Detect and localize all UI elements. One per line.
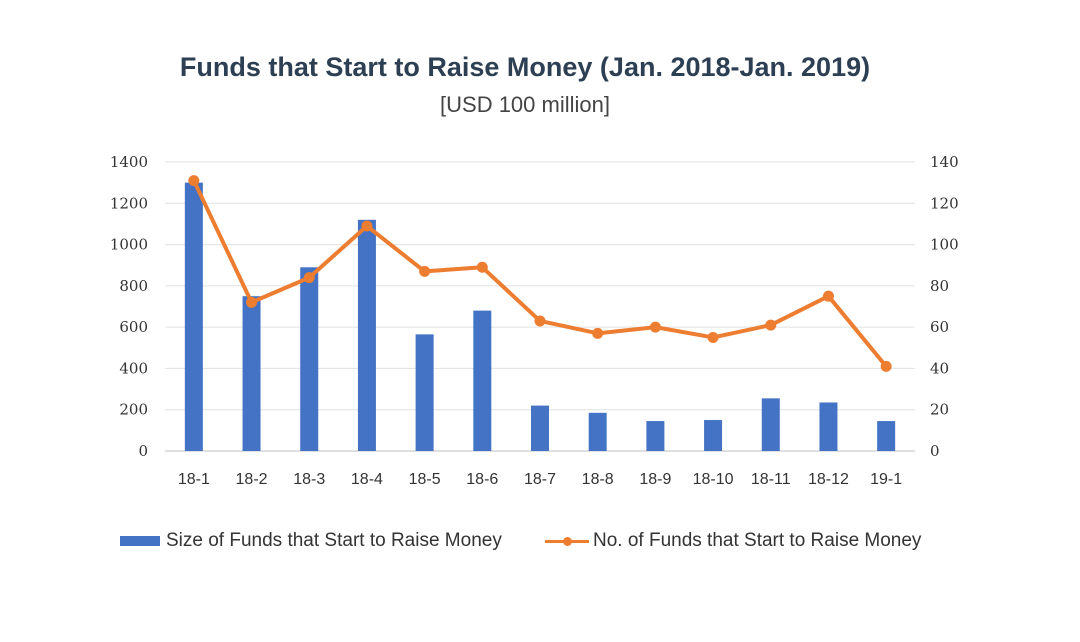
line-point	[880, 360, 892, 372]
x-tick-label: 18-1	[178, 471, 210, 488]
x-tick-label: 18-12	[808, 471, 849, 488]
x-tick-label: 18-9	[639, 471, 671, 488]
y-right-tick-label: 80	[930, 277, 949, 295]
y-right-tick-label: 120	[930, 194, 959, 212]
y-right-tick-label: 60	[930, 318, 949, 336]
bar	[646, 421, 665, 451]
y-left-tick-label: 800	[119, 277, 148, 295]
legend-label-line: No. of Funds that Start to Raise Money	[593, 530, 922, 551]
legend-item-line: No. of Funds that Start to Raise Money	[545, 530, 921, 552]
x-tick-label: 18-5	[409, 471, 441, 488]
x-tick-label: 18-6	[466, 471, 498, 488]
line-point	[361, 220, 373, 232]
y-left-tick-label: 600	[119, 318, 148, 336]
bar	[819, 402, 838, 451]
bar	[415, 334, 434, 451]
line-point	[246, 296, 258, 308]
y-right-tick-label: 0	[930, 442, 940, 460]
line-point	[303, 272, 315, 284]
chart-title: Funds that Start to Raise Money (Jan. 20…	[179, 52, 871, 82]
y-left-tick-label: 200	[119, 401, 148, 419]
legend-swatch-line	[545, 536, 589, 546]
chart-subtitle: [USD 100 million]	[440, 92, 610, 117]
x-tick-label: 18-8	[582, 471, 614, 488]
bar	[242, 296, 261, 451]
bar	[300, 267, 319, 451]
line-point	[822, 290, 834, 302]
y-right-tick-label: 20	[930, 401, 949, 419]
line-point	[476, 261, 488, 273]
y-left-tick-label: 400	[119, 359, 148, 377]
x-tick-label: 19-1	[870, 471, 902, 488]
y-right-tick-label: 100	[930, 236, 959, 254]
series-line	[191, 178, 889, 369]
line-point	[188, 175, 200, 187]
y-left-tick-label: 1200	[110, 194, 148, 212]
line-point	[419, 265, 431, 277]
legend-swatch-bar	[120, 536, 160, 546]
bar	[531, 405, 549, 451]
legend-item-bar: Size of Funds that Start to Raise Money	[120, 530, 502, 552]
x-tick-label: 18-3	[293, 471, 325, 488]
bar	[588, 412, 607, 451]
x-tick-label: 18-2	[236, 471, 268, 488]
y-right-tick-label: 140	[930, 153, 959, 171]
line-point	[534, 315, 546, 327]
bar	[761, 398, 780, 451]
bar	[357, 219, 376, 451]
bar	[473, 310, 492, 451]
x-tick-label: 18-10	[693, 471, 734, 488]
x-tick-label: 18-7	[524, 471, 556, 488]
line-point	[592, 327, 604, 339]
line-point	[707, 331, 719, 343]
legend-label-bar: Size of Funds that Start to Raise Money	[166, 530, 502, 551]
x-tick-label: 18-4	[351, 471, 383, 488]
bar	[704, 420, 723, 451]
y-left-tick-label: 0	[138, 442, 148, 460]
x-tick-label: 18-11	[751, 471, 791, 488]
line-point	[649, 321, 661, 333]
line-point	[765, 319, 777, 331]
bar	[184, 182, 203, 451]
bar	[877, 421, 896, 451]
y-right-tick-label: 40	[930, 359, 949, 377]
y-left-tick-label: 1000	[110, 236, 148, 254]
y-left-tick-label: 1400	[110, 153, 148, 171]
